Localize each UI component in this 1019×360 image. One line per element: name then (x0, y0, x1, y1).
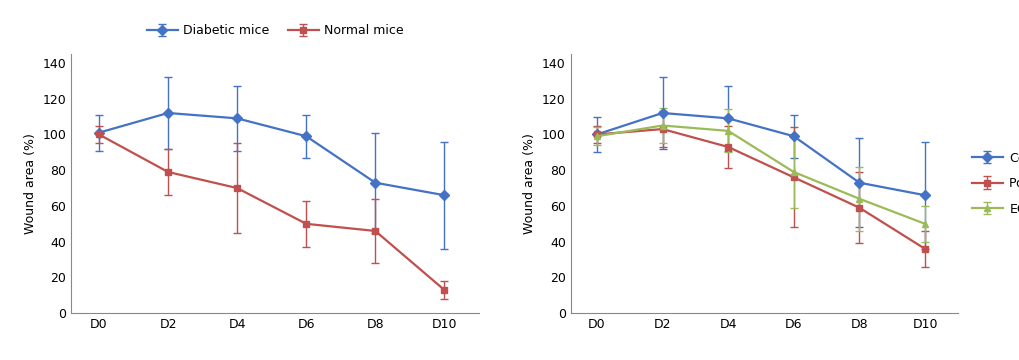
Y-axis label: Wound area (%): Wound area (%) (24, 133, 37, 234)
Y-axis label: Wound area (%): Wound area (%) (524, 133, 536, 234)
Legend: Diabetic mice, Normal mice: Diabetic mice, Normal mice (147, 24, 404, 37)
Legend: Control, Point Jet, EGF: Control, Point Jet, EGF (972, 152, 1019, 216)
